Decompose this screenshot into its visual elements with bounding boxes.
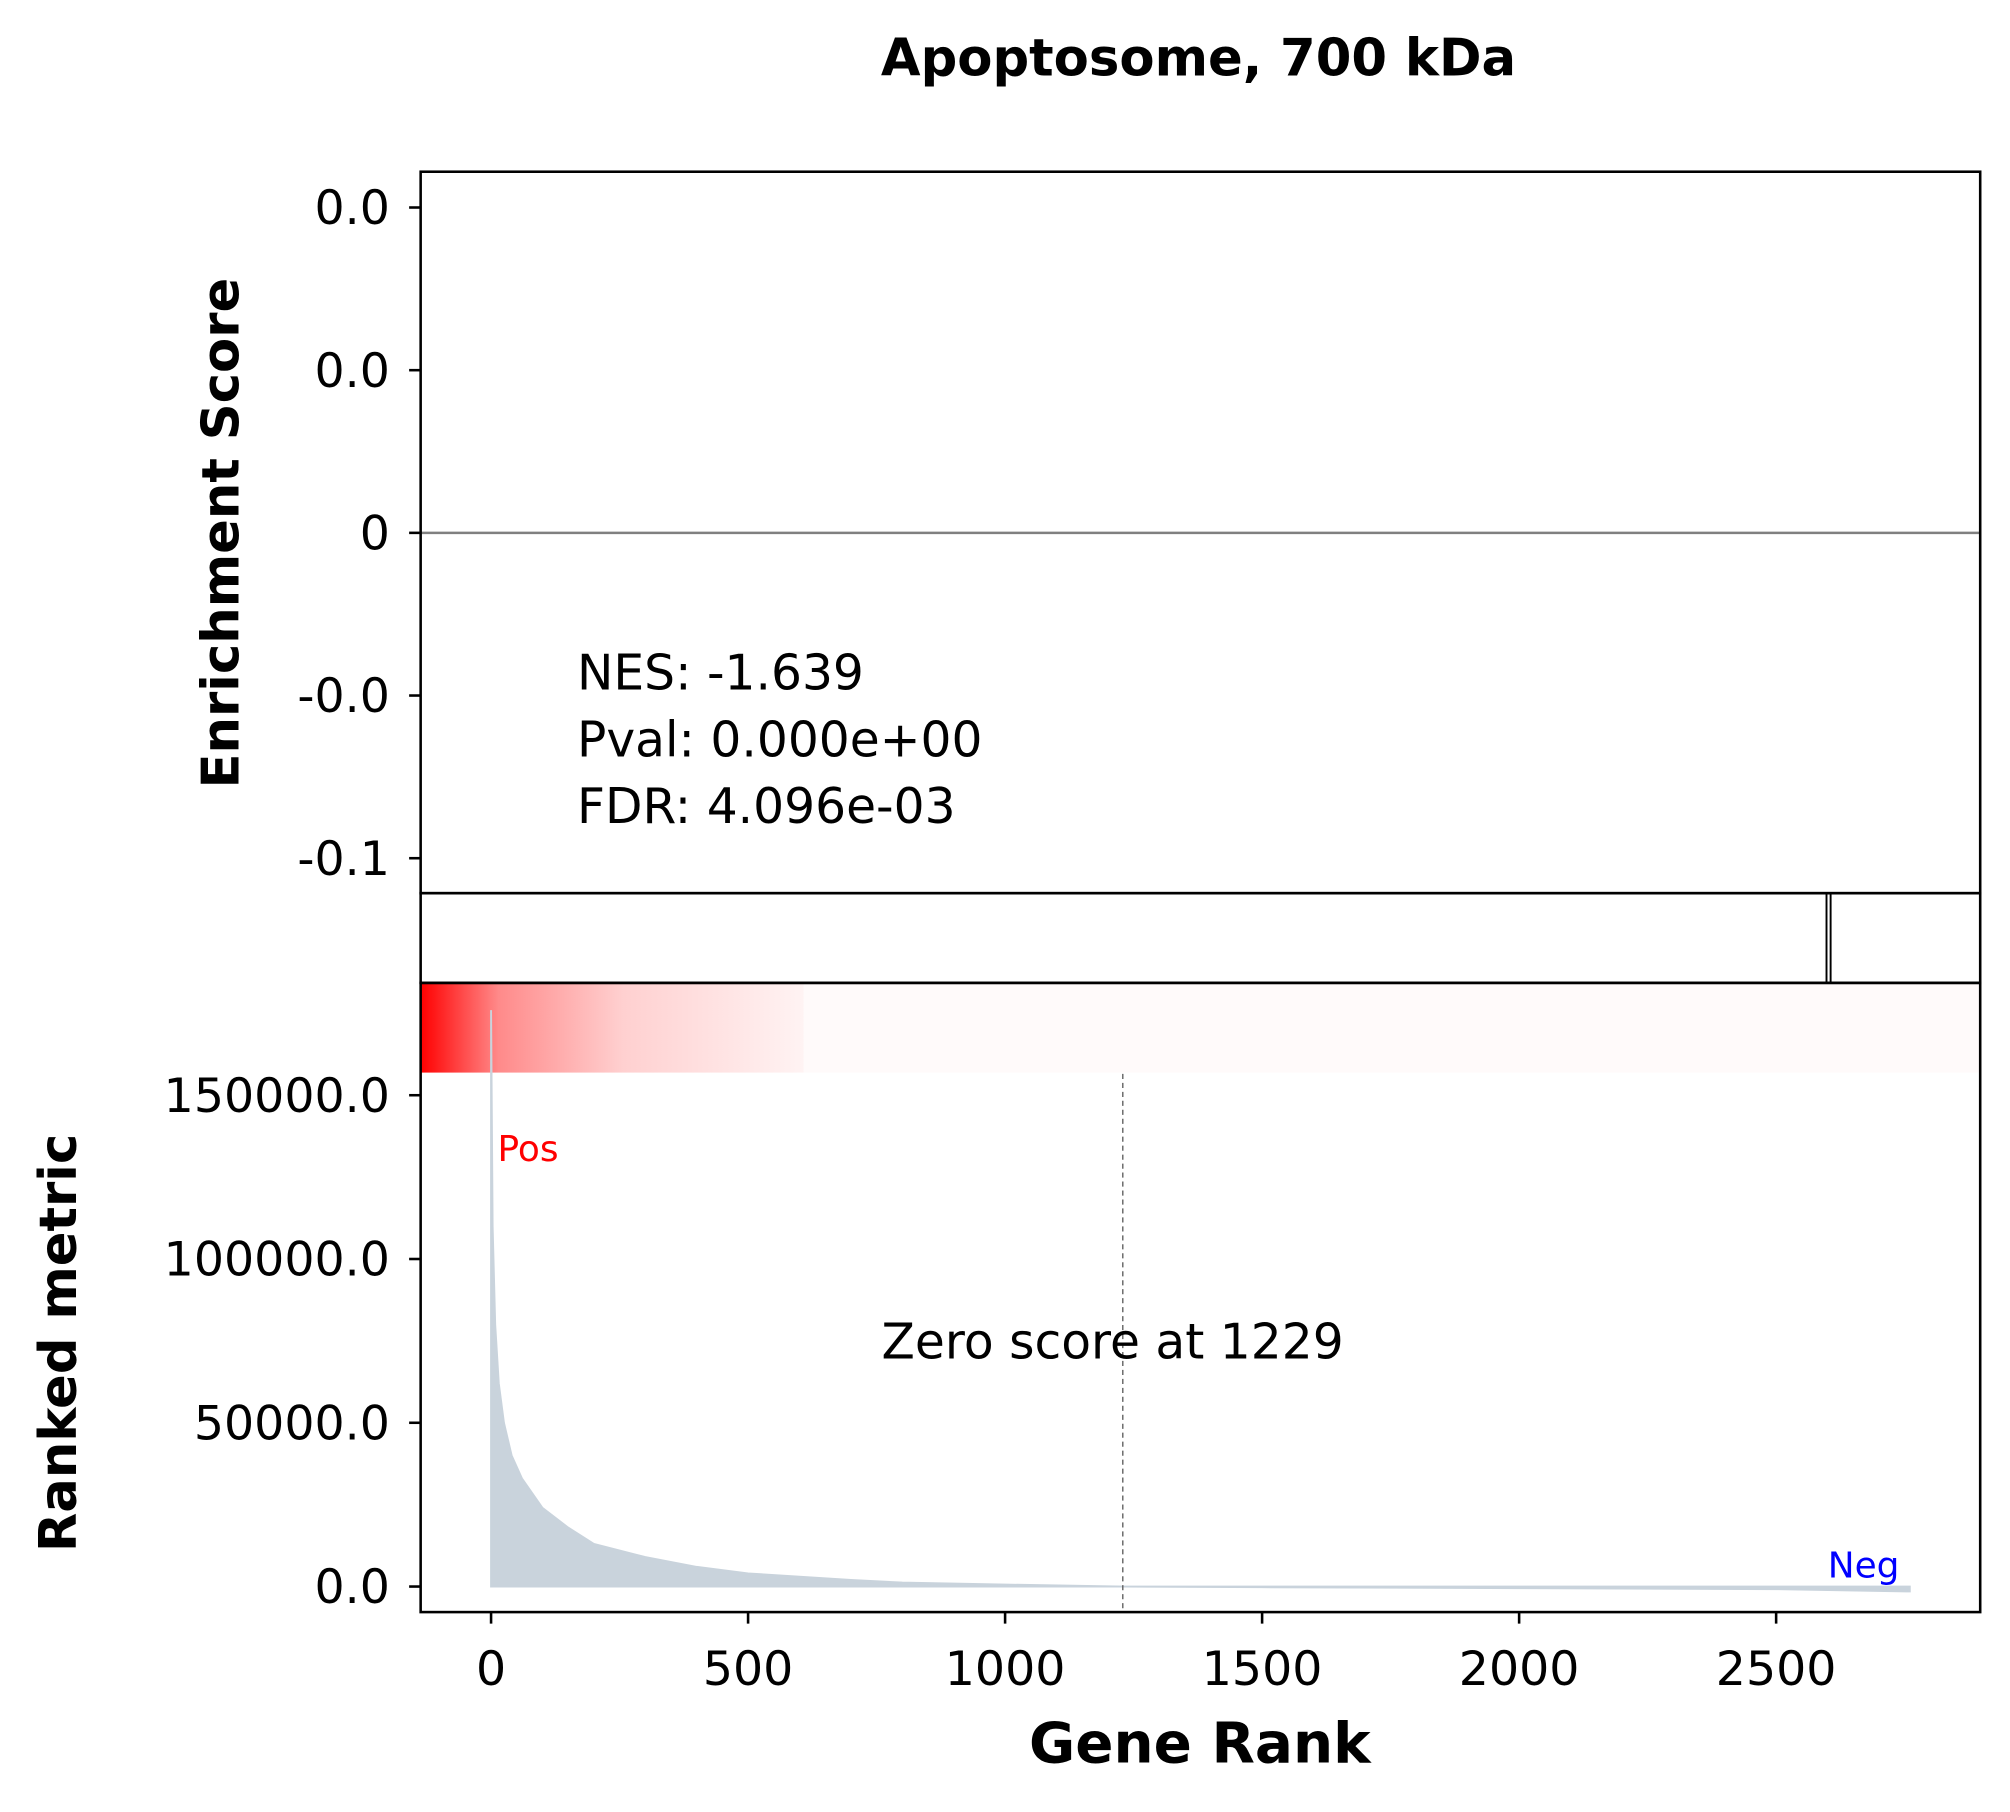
y-tick-label: 150000.0 bbox=[164, 1069, 390, 1124]
zero-score-label: Zero score at 1229 bbox=[882, 1314, 1344, 1370]
stat-label: Pval: 0.000e+00 bbox=[577, 712, 983, 768]
x-axis-title: Gene Rank bbox=[1029, 1711, 1372, 1776]
stat-label: FDR: 4.096e-03 bbox=[577, 779, 956, 835]
x-tick-label: 500 bbox=[703, 1642, 793, 1697]
y-axis-title: Ranked metric bbox=[29, 1134, 89, 1552]
x-tick-label: 2000 bbox=[1459, 1642, 1580, 1697]
hits-frame bbox=[419, 891, 1982, 985]
plot-area: 0.0 0.0 0 -0.0 -0.1 NES: -1.639 Pval: 0.000e+0… bbox=[164, 181, 1981, 1697]
y-tick-label: 0.0 bbox=[314, 344, 389, 399]
y-tick-label: 50000.0 bbox=[194, 1396, 390, 1451]
heatmap bbox=[420, 982, 1981, 1073]
ranked-area bbox=[490, 1010, 1911, 1593]
x-tick-label: 2500 bbox=[1716, 1642, 1837, 1697]
x-tick-label: 1000 bbox=[945, 1642, 1066, 1697]
neg-label: Neg bbox=[1828, 1545, 1900, 1586]
pos-label: Pos bbox=[498, 1129, 559, 1170]
y-tick-label: 0.0 bbox=[314, 1560, 389, 1615]
y-tick-label: 0.0 bbox=[314, 181, 389, 236]
x-tick-label: 0 bbox=[476, 1642, 506, 1697]
stat-label: NES: -1.639 bbox=[577, 646, 864, 702]
rank-frame bbox=[419, 981, 1982, 1614]
y-tick-label: 0 bbox=[360, 507, 390, 562]
y-tick-label: -0.1 bbox=[297, 832, 390, 887]
chart-title: Apoptosome, 700 kDa bbox=[881, 29, 1516, 89]
y-axis-title: Enrichment Score bbox=[192, 278, 252, 789]
y-tick-label: 100000.0 bbox=[164, 1233, 390, 1288]
x-tick-label: 1500 bbox=[1202, 1642, 1323, 1697]
y-tick-label: -0.0 bbox=[297, 669, 390, 724]
